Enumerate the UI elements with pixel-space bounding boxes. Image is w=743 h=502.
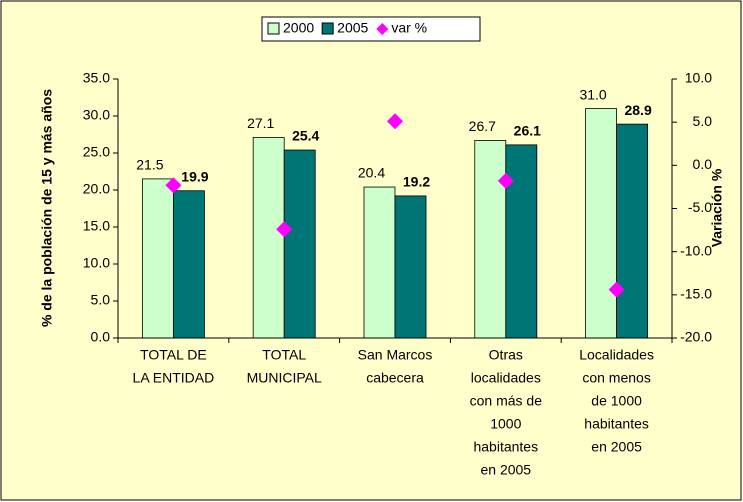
- legend-label: 2005: [337, 20, 368, 36]
- y2-tick-label: -5.0: [688, 199, 712, 215]
- x-tick-label: MUNICIPAL: [247, 370, 322, 386]
- data-label: 27.1: [247, 115, 274, 131]
- data-label: 19.9: [181, 168, 208, 184]
- x-tick-label: con más de: [470, 393, 543, 409]
- bar: [505, 144, 538, 339]
- data-label: 26.1: [514, 123, 541, 139]
- y-tick-label: 5.0: [91, 292, 111, 308]
- y-tick-label: 30.0: [83, 107, 110, 123]
- bar: [172, 190, 205, 339]
- x-tick-label: Localidades: [579, 347, 654, 363]
- y2-tick-label: 0.0: [693, 156, 713, 172]
- x-tick-label: San Marcos: [358, 347, 433, 363]
- x-tick-label: 1000: [490, 416, 521, 432]
- x-tick-label: TOTAL DE: [140, 347, 207, 363]
- x-tick-label: localidades: [471, 370, 541, 386]
- x-tick-label: Otras: [489, 347, 523, 363]
- y2-tick-label: 10.0: [685, 70, 712, 86]
- x-tick-label: LA ENTIDAD: [133, 370, 215, 386]
- x-tick-label: habitantes: [584, 416, 649, 432]
- y2-tick-label: 5.0: [693, 113, 713, 129]
- bar: [141, 178, 174, 339]
- y2-tick-label: -20.0: [680, 329, 712, 345]
- data-label: 25.4: [292, 128, 319, 144]
- data-label: 21.5: [136, 157, 163, 173]
- data-label: 31.0: [579, 86, 606, 102]
- y-tick-label: 0.0: [91, 329, 111, 345]
- data-label: 19.2: [403, 174, 430, 190]
- bar: [616, 123, 649, 339]
- legend-swatch: [321, 22, 334, 35]
- legend-box: [261, 16, 481, 42]
- y2-tick-label: -15.0: [680, 286, 712, 302]
- x-tick-label: TOTAL: [262, 347, 306, 363]
- y-tick-label: 15.0: [83, 218, 110, 234]
- data-label: 26.7: [469, 118, 496, 134]
- x-tick-label: en 2005: [591, 439, 642, 455]
- y-tick-label: 10.0: [83, 255, 110, 271]
- y2-tick-label: -10.0: [680, 242, 712, 258]
- var-marker: [387, 113, 403, 130]
- bar: [585, 108, 617, 339]
- x-tick-label: con menos: [582, 370, 650, 386]
- legend-label: 2000: [283, 20, 314, 36]
- y-axis-label: % de la población de 15 y más años: [39, 89, 55, 327]
- y-tick-label: 25.0: [83, 144, 110, 160]
- legend-marker: [376, 23, 389, 35]
- legend-swatch: [267, 22, 280, 35]
- x-tick-label: habitantes: [473, 439, 538, 455]
- data-label: 28.9: [624, 102, 651, 118]
- var-marker: [608, 281, 625, 298]
- x-tick-label: de 1000: [591, 393, 642, 409]
- x-tick-label: cabecera: [366, 370, 424, 386]
- x-tick-label: en 2005: [480, 462, 531, 478]
- legend-label: var %: [391, 20, 427, 36]
- y-tick-label: 35.0: [83, 70, 110, 86]
- var-marker: [497, 172, 514, 189]
- bar: [394, 195, 427, 339]
- bar: [363, 186, 396, 339]
- bar: [283, 149, 316, 339]
- y-tick-label: 20.0: [83, 181, 110, 197]
- data-label: 20.4: [358, 165, 385, 181]
- bar: [474, 140, 507, 339]
- var-marker: [276, 221, 293, 238]
- bar: [252, 137, 285, 339]
- y2-axis-label: Variación %: [709, 168, 725, 247]
- var-marker: [165, 177, 182, 194]
